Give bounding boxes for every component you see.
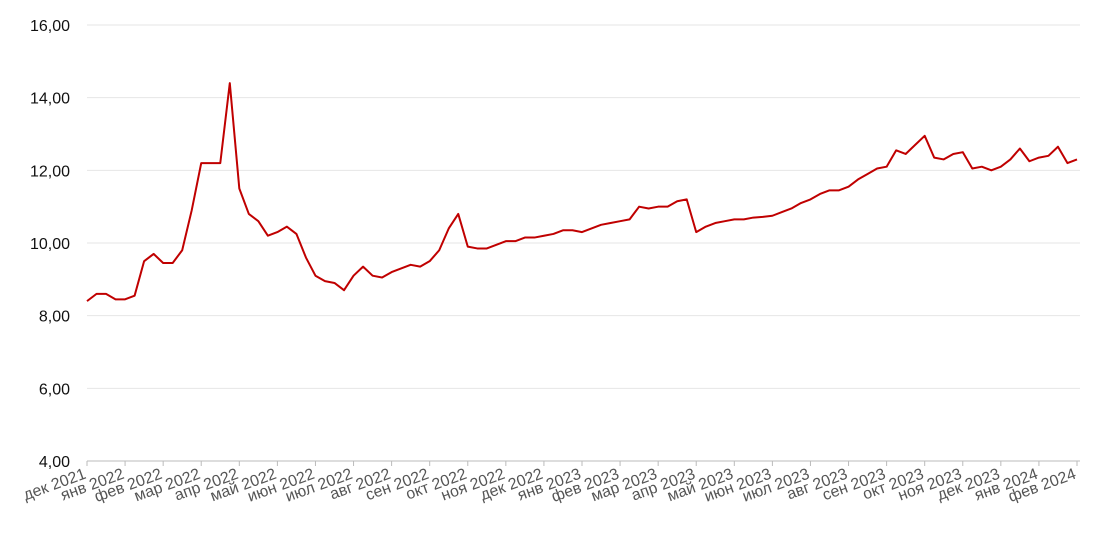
y-tick-label: 6,00	[39, 381, 70, 398]
line	[86, 82, 1078, 302]
y-tick-label: 10,00	[30, 236, 70, 253]
y-tick-label: 12,00	[30, 163, 70, 180]
y-tick-label: 4,00	[39, 454, 70, 471]
y-tick-label: 16,00	[30, 18, 70, 35]
y-tick-label: 14,00	[30, 91, 70, 108]
y-tick-label: 8,00	[39, 309, 70, 326]
